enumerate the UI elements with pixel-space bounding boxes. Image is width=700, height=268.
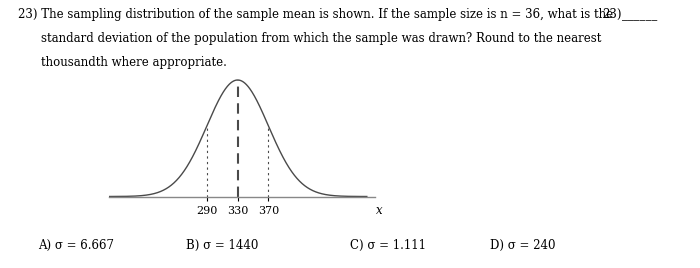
Text: 23): 23) bbox=[602, 8, 622, 21]
Text: ______: ______ bbox=[622, 8, 657, 21]
Text: x: x bbox=[376, 203, 383, 217]
Text: A) σ = 6.667: A) σ = 6.667 bbox=[38, 239, 115, 252]
Text: B) σ = 1440: B) σ = 1440 bbox=[186, 239, 258, 252]
Text: D) σ = 240: D) σ = 240 bbox=[490, 239, 556, 252]
Text: C) σ = 1.111: C) σ = 1.111 bbox=[350, 239, 426, 252]
Text: 23) The sampling distribution of the sample mean is shown. If the sample size is: 23) The sampling distribution of the sam… bbox=[18, 8, 612, 21]
Text: thousandth where appropriate.: thousandth where appropriate. bbox=[41, 56, 228, 69]
Text: standard deviation of the population from which the sample was drawn? Round to t: standard deviation of the population fro… bbox=[41, 32, 602, 45]
